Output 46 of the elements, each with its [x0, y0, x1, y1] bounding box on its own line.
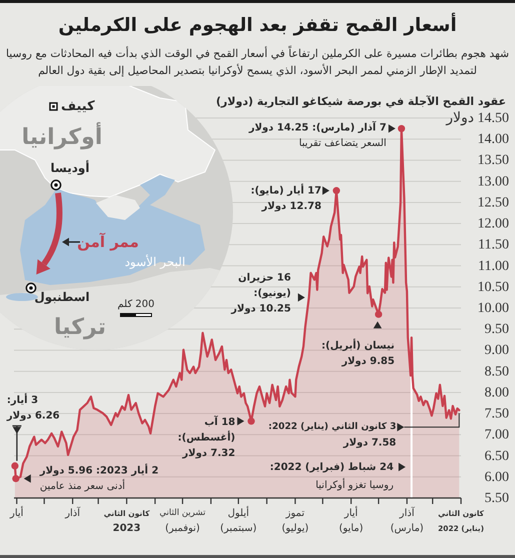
annotation-text: 18 آب (أغسطس): 7.32 دولار	[178, 416, 236, 459]
title: أسعار القمح تقفز بعد الهجوم على الكرملين	[58, 14, 457, 36]
x-tick-label: تشرين الثاني (نوفمبر)	[160, 508, 206, 534]
y-tick-label: 6.00	[484, 469, 509, 484]
y-tick-label: 6.50	[484, 448, 509, 464]
y-tick-label: 9.00	[484, 342, 509, 358]
y-tick-label: 8.50	[484, 364, 509, 379]
x-tick-label: آذار	[65, 508, 80, 518]
y-tick-label: 11.00	[478, 258, 509, 274]
subtitle: شهد هجوم بطائرات مسيرة على الكرملين ارتفاعاً في أسعار القمح في الوقت الذي بدأت فيه المحادثات مع روسيا لتمديد الإطار الزمني لممر البحر الأسود، الذي يسمح لأوكرانيا بتصدير المحاصيل إلى بقية دول العالم	[6, 46, 510, 76]
annotation-text: 16 حزيران (يونيو): 10.25 دولار	[231, 272, 291, 314]
y-tick-label: 13.00	[478, 174, 509, 189]
ylabel: عقود القمح الآجلة في بورصة شيكاغو التجارية (دولار)	[216, 94, 506, 108]
annotation-text: 3 أيار: 6.26 دولار	[6, 394, 60, 421]
annotation-text: 17 أيار (مايو): 12.78 دولار	[250, 185, 322, 212]
map-label: البحر الأسود	[124, 255, 186, 269]
y-tick-label: 8.00	[484, 384, 509, 400]
y-tick-label: 5.50	[484, 490, 509, 506]
map-label: كييف	[61, 98, 95, 114]
map-label: 200 كلم	[118, 298, 154, 310]
y-tick-label: 10.00	[478, 300, 509, 316]
y-tick-label: 11.50	[478, 237, 509, 252]
map-label: تركيا	[54, 314, 106, 340]
map-label: أوكرانيا	[22, 124, 102, 150]
annotation-text: 7 آذار (مارس): 14.25 دولار السعر يتضاعف تقريبا	[248, 122, 386, 149]
map-label: اسطنبول	[34, 290, 90, 304]
annotation-text: 2 أيار 2023: 5.96 دولار أدنى سعر منذ عامين	[40, 465, 159, 492]
y-tick-label: 12.00	[478, 216, 509, 232]
y-tick-label: 7.50	[484, 406, 509, 422]
map-label: أوديسا	[50, 161, 90, 175]
ref-line-label: 24 شباط (فبراير) 2022: روسيا تغزو أوكرانيا	[270, 462, 394, 490]
x-tick-label: أيار	[10, 508, 24, 518]
annotation-text: نيسان (أبريل): 9.85 دولار	[322, 340, 395, 366]
y-tick-label: 7.00	[484, 427, 509, 442]
y-tick-label: 14.00	[478, 132, 509, 147]
y-tick-label: 13.50	[478, 152, 509, 168]
y-tick-label: 10.50	[478, 279, 509, 294]
x-tick-label: آذار (مارس)	[390, 508, 424, 534]
map-label: ممر آمن	[77, 233, 139, 251]
x-tick-label: أيار (مايو)	[339, 508, 364, 534]
y-tick-label: 9.50	[484, 322, 509, 337]
y-tick-label: 12.50	[478, 194, 509, 210]
y-tick-label: 14.50 دولار	[446, 110, 509, 126]
x-tick-label: تموز (يوليو)	[282, 508, 309, 534]
annotation-text: 3 كانون الثاني (يناير) 2022: 7.58 دولار	[268, 422, 396, 448]
x-tick-label: أيلول (سبتمبر)	[220, 508, 257, 534]
